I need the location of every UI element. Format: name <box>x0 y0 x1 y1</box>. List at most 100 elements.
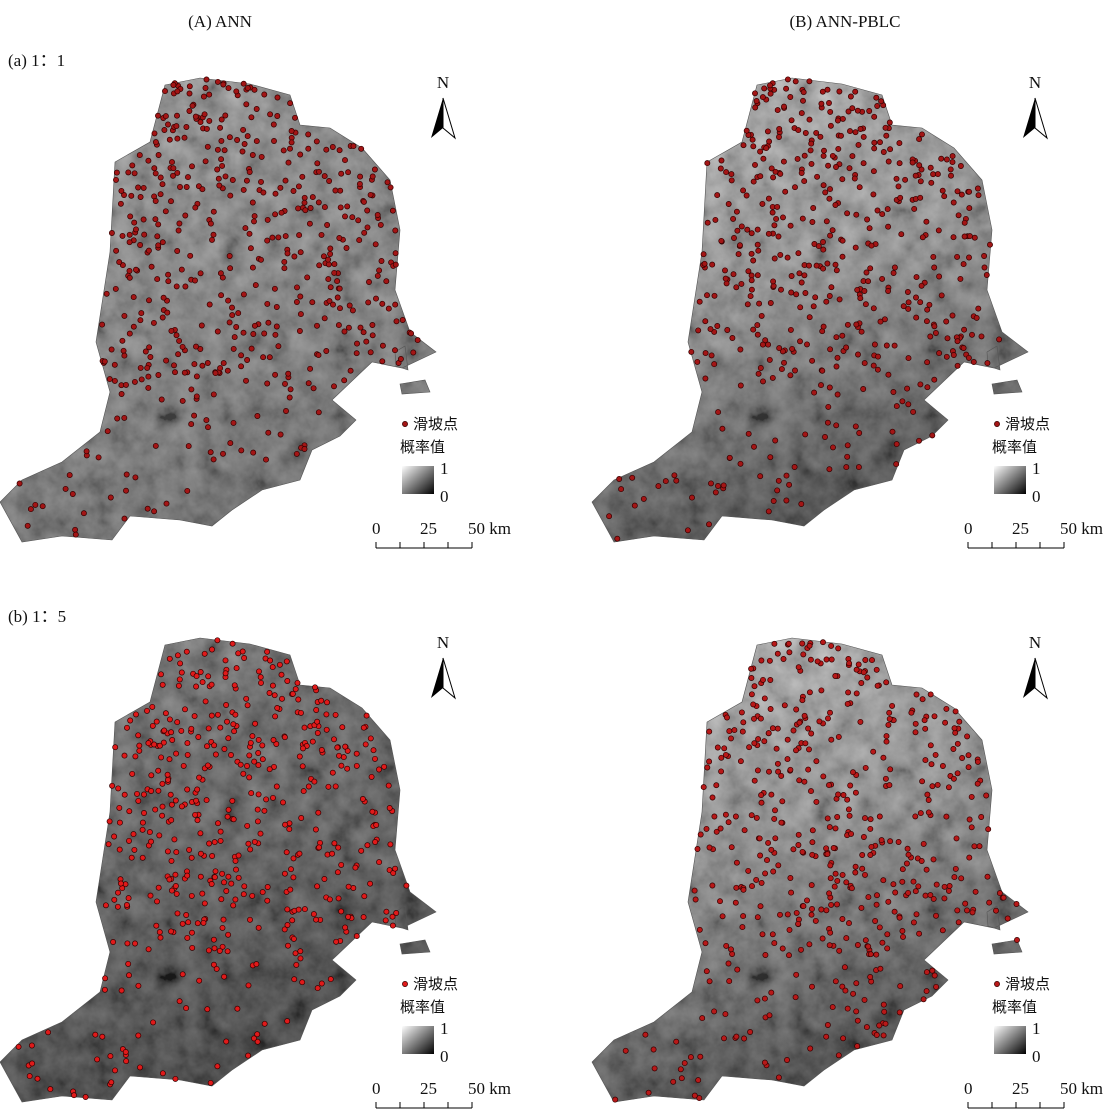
landslide-point <box>835 645 842 652</box>
landslide-point <box>854 942 861 948</box>
north-label: N <box>1029 633 1041 652</box>
landslide-point <box>774 203 781 210</box>
landslide-point <box>869 657 875 664</box>
landslide-point <box>151 165 158 172</box>
landslide-point <box>750 257 757 264</box>
landslide-point <box>673 477 680 484</box>
legend-point-label: 滑坡点 <box>1005 416 1050 433</box>
landslide-point <box>714 323 721 329</box>
landslide-point <box>711 1008 718 1015</box>
landslide-point <box>614 535 621 542</box>
landslide-point <box>770 278 777 285</box>
landslide-point <box>796 777 803 784</box>
landslide-point <box>708 352 715 359</box>
landslide-point <box>193 797 200 804</box>
landslide-point <box>929 967 936 974</box>
landslide-point <box>114 903 121 910</box>
landslide-point <box>752 161 758 168</box>
landslide-point <box>689 494 695 501</box>
landslide-point <box>792 78 799 85</box>
landslide-point <box>210 208 217 215</box>
north-arrow <box>1034 97 1048 140</box>
landslide-point <box>126 231 133 238</box>
landslide-point <box>177 660 184 667</box>
landslide-point <box>702 375 709 382</box>
landslide-point <box>188 386 195 393</box>
landslide-point <box>342 157 348 164</box>
landslide-point <box>360 329 367 336</box>
landslide-point <box>832 870 839 877</box>
landslide-point <box>817 133 824 140</box>
landslide-point <box>150 1019 157 1026</box>
legend-title: 概率值 <box>400 999 445 1016</box>
landslide-point <box>924 384 931 391</box>
landslide-point <box>745 268 752 275</box>
landslide-point <box>354 340 360 347</box>
landslide-point <box>921 717 928 724</box>
landslide-point <box>206 840 213 847</box>
landslide-point <box>238 447 245 454</box>
legend-min: 0 <box>440 1047 449 1066</box>
landslide-point <box>144 707 150 714</box>
landslide-point <box>885 158 892 165</box>
landslide-point <box>258 256 264 263</box>
landslide-point <box>159 181 166 188</box>
landslide-point <box>859 865 866 872</box>
landslide-point <box>249 892 256 899</box>
landslide-point <box>189 102 196 109</box>
landslide-point <box>123 1058 130 1065</box>
landslide-point <box>974 758 981 765</box>
landslide-point <box>130 294 137 301</box>
landslide-point <box>758 792 765 799</box>
landslide-point <box>757 473 764 480</box>
landslide-point <box>332 783 339 790</box>
landslide-point <box>243 101 250 108</box>
landslide-point <box>338 170 345 177</box>
landslide-point <box>221 746 228 752</box>
landslide-point <box>210 231 217 238</box>
landslide-point <box>349 307 356 314</box>
landslide-point <box>795 127 802 134</box>
landslide-point <box>152 216 159 223</box>
landslide-point <box>981 253 988 259</box>
landslide-point <box>774 760 781 767</box>
landslide-point <box>767 300 774 306</box>
landslide-point <box>974 780 981 787</box>
landslide-point <box>827 122 834 129</box>
landslide-point <box>959 755 966 761</box>
landslide-point <box>184 751 191 758</box>
landslide-point <box>673 1038 680 1045</box>
landslide-point <box>122 1049 129 1055</box>
landslide-point <box>726 728 733 735</box>
landslide-point <box>858 904 865 911</box>
landslide-point <box>757 365 764 371</box>
landslide-point <box>827 346 834 353</box>
landslide-point <box>847 93 854 100</box>
landslide-point <box>172 369 178 376</box>
landslide-point <box>777 251 784 258</box>
landslide-point <box>943 318 950 325</box>
landslide-point <box>927 691 934 698</box>
landslide-point <box>392 865 399 872</box>
landslide-point <box>215 175 222 182</box>
landslide-point <box>629 474 636 481</box>
landslide-point <box>829 227 836 234</box>
landslide-point <box>830 444 836 451</box>
landslide-point <box>292 114 298 121</box>
landslide-point <box>364 842 371 849</box>
landslide-point <box>760 155 767 162</box>
landslide-point <box>966 205 973 212</box>
landslide-point <box>393 910 400 916</box>
landslide-point <box>168 729 175 736</box>
landslide-point <box>886 782 893 789</box>
landslide-point <box>372 755 378 762</box>
landslide-point <box>108 1079 115 1086</box>
landslide-point <box>305 145 312 152</box>
landslide-point <box>264 237 271 244</box>
landslide-point <box>305 783 312 790</box>
legend-max: 1 <box>1032 459 1041 478</box>
landslide-point <box>185 174 191 181</box>
landslide-point <box>314 718 321 725</box>
landslide-point <box>751 715 757 722</box>
